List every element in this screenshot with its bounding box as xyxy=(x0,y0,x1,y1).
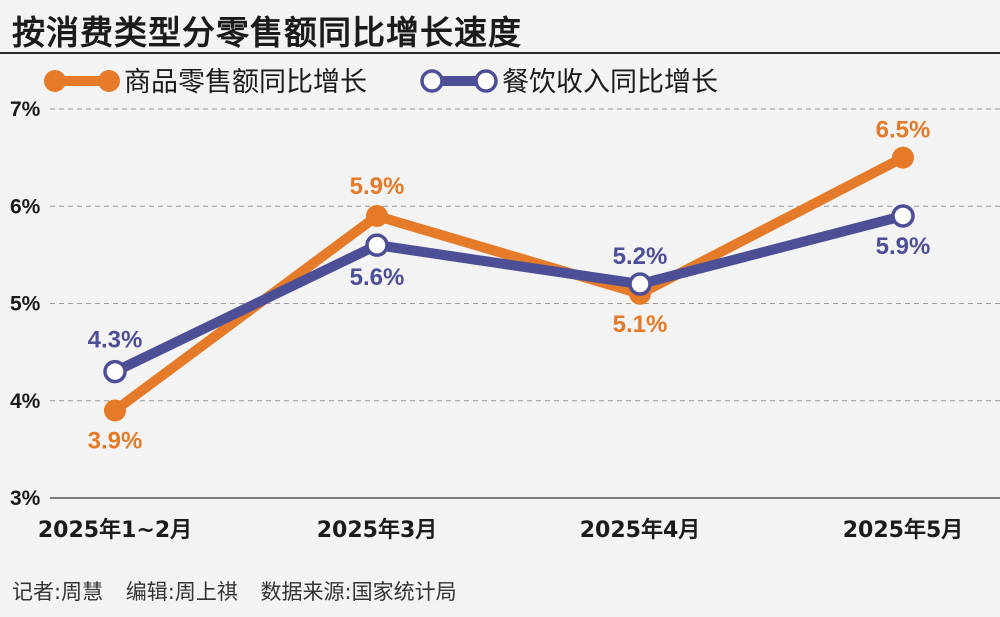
y-tick-label: 6% xyxy=(10,195,41,218)
reporter-credit: 记者:周慧 xyxy=(12,580,104,604)
legend-label: 餐饮收入同比增长 xyxy=(502,67,718,98)
x-tick-label: 2025年3月 xyxy=(317,517,438,543)
retail-point xyxy=(104,399,126,422)
y-tick-label: 3% xyxy=(10,487,41,510)
x-tick-label: 2025年5月 xyxy=(843,517,964,543)
retail-data-label: 3.9% xyxy=(88,427,143,454)
x-tick-label: 2025年1~2月 xyxy=(38,517,192,543)
line-chart: 3% 4% 5% 6% 7% 2025年1~2月 2025年3月 2025年4月 2025年5月… xyxy=(10,67,1000,543)
retail-data-label: 5.9% xyxy=(350,173,405,200)
series-line-retail xyxy=(110,152,908,416)
legend-marker xyxy=(420,69,444,93)
catering-data-label: 5.9% xyxy=(876,233,931,260)
retail-point xyxy=(892,146,914,169)
legend-marker xyxy=(44,70,66,92)
y-tick-label: 4% xyxy=(10,390,41,413)
legend-marker xyxy=(474,69,498,93)
retail-point xyxy=(366,204,388,227)
legend-label: 商品零售额同比增长 xyxy=(124,67,367,98)
catering-data-label: 5.6% xyxy=(350,264,405,291)
source-credit: 数据来源:国家统计局 xyxy=(260,580,457,604)
x-tick-label: 2025年4月 xyxy=(580,517,701,543)
series-line-catering xyxy=(110,210,908,377)
y-tick-label: 7% xyxy=(10,98,41,121)
title-divider xyxy=(0,52,1000,54)
editor-credit: 编辑:周上祺 xyxy=(125,580,238,604)
retail-data-label: 5.1% xyxy=(613,311,668,338)
retail-data-label: 6.5% xyxy=(876,117,931,144)
catering-data-label: 4.3% xyxy=(88,327,143,354)
catering-point xyxy=(103,359,127,384)
chart-title: 按消费类型分零售额同比增长速度 xyxy=(12,13,522,52)
legend-marker xyxy=(98,70,120,92)
catering-data-label: 5.2% xyxy=(613,243,668,270)
catering-point xyxy=(891,204,915,228)
footer-credits: 记者:周慧 编辑:周上祺 数据来源:国家统计局 xyxy=(12,576,473,606)
catering-point xyxy=(365,233,389,257)
catering-point xyxy=(628,272,652,296)
y-tick-label: 5% xyxy=(10,293,41,316)
